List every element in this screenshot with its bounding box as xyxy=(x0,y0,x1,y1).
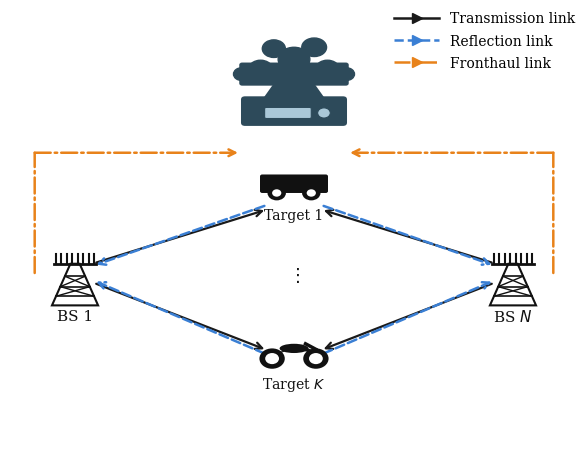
Text: Target 1: Target 1 xyxy=(265,209,323,223)
Polygon shape xyxy=(264,177,324,185)
Ellipse shape xyxy=(315,60,339,79)
FancyBboxPatch shape xyxy=(260,175,328,193)
Text: CU: CU xyxy=(279,53,309,72)
Circle shape xyxy=(318,108,330,118)
Circle shape xyxy=(302,185,320,201)
Ellipse shape xyxy=(302,38,326,57)
Ellipse shape xyxy=(278,47,310,71)
Polygon shape xyxy=(253,100,335,104)
Circle shape xyxy=(272,189,281,197)
Circle shape xyxy=(265,353,279,364)
Text: $\vdots$: $\vdots$ xyxy=(288,266,300,285)
Circle shape xyxy=(259,348,285,369)
Ellipse shape xyxy=(249,60,273,79)
Ellipse shape xyxy=(262,40,285,58)
Circle shape xyxy=(307,189,316,197)
FancyBboxPatch shape xyxy=(241,96,347,126)
Circle shape xyxy=(309,353,323,364)
Circle shape xyxy=(303,348,329,369)
Legend: Transmission link, Reflection link, Fronthaul link: Transmission link, Reflection link, Fron… xyxy=(395,12,575,71)
Ellipse shape xyxy=(233,67,250,81)
Ellipse shape xyxy=(280,344,308,353)
FancyBboxPatch shape xyxy=(265,108,311,118)
Text: BS 1: BS 1 xyxy=(57,310,93,324)
FancyBboxPatch shape xyxy=(239,63,349,86)
Text: BS $N$: BS $N$ xyxy=(493,309,533,325)
Polygon shape xyxy=(262,84,326,100)
Circle shape xyxy=(268,185,286,201)
Polygon shape xyxy=(274,345,316,356)
Text: Target $K$: Target $K$ xyxy=(262,376,326,394)
Ellipse shape xyxy=(338,67,355,81)
